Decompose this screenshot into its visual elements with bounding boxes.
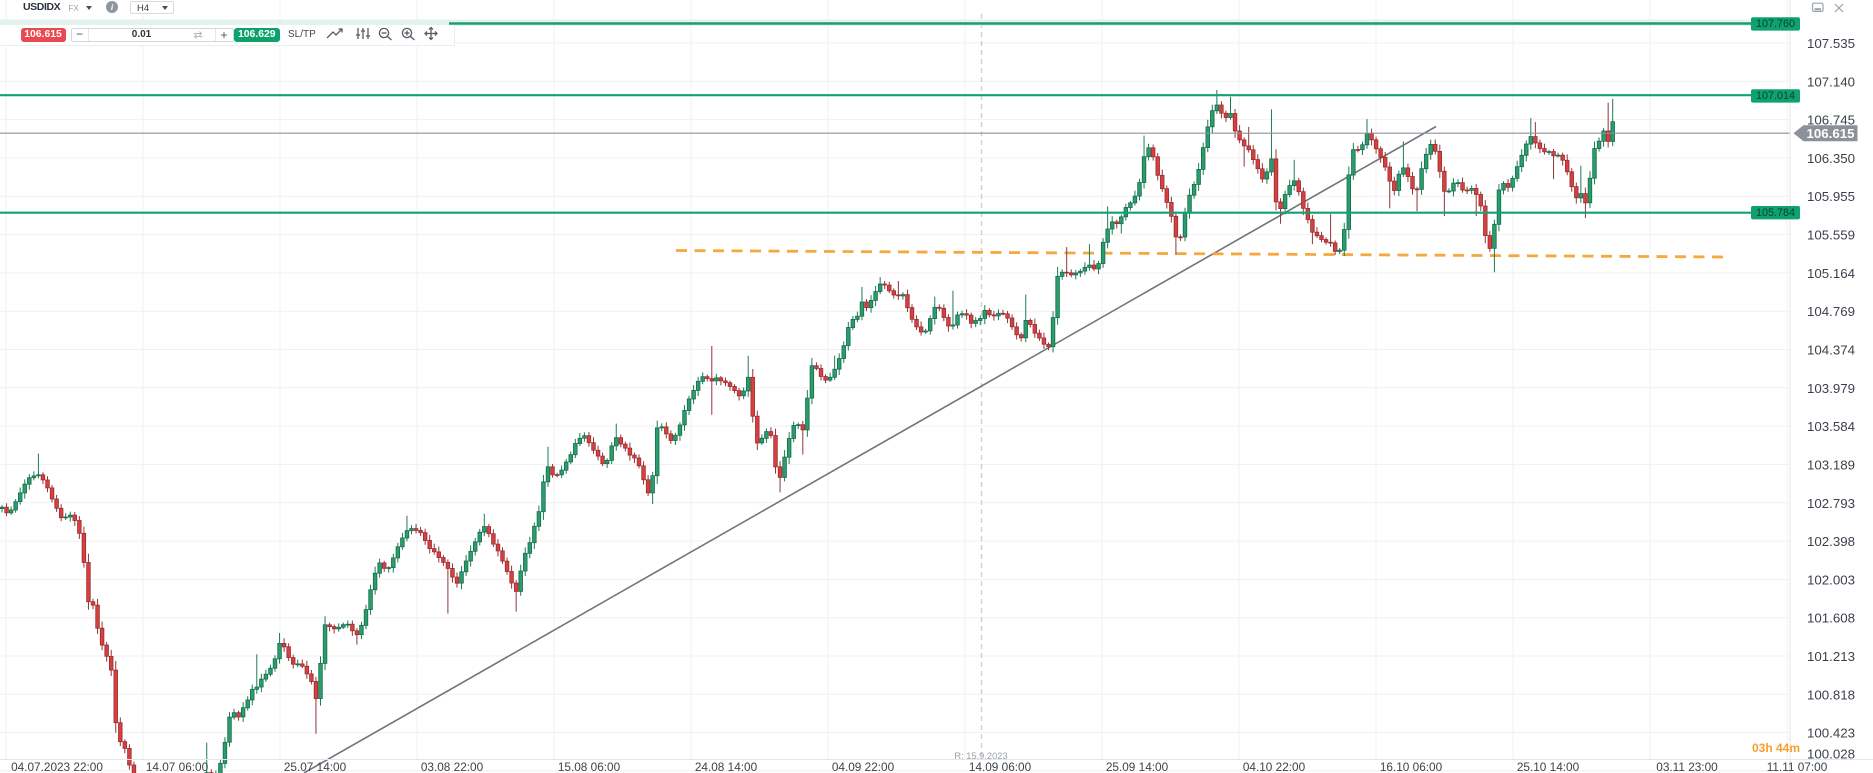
svg-text:11.11 07:00: 11.11 07:00 xyxy=(1767,760,1828,773)
svg-text:105.164: 105.164 xyxy=(1807,266,1855,281)
svg-text:24.08 14:00: 24.08 14:00 xyxy=(695,760,758,773)
svg-text:100.028: 100.028 xyxy=(1807,747,1855,762)
svg-text:14.07 06:00: 14.07 06:00 xyxy=(146,760,209,773)
svg-text:103.584: 103.584 xyxy=(1807,419,1855,434)
svg-text:04.07.2023 22:00: 04.07.2023 22:00 xyxy=(11,760,103,773)
svg-text:106.615: 106.615 xyxy=(1806,126,1855,141)
svg-text:R: 15.9.2023: R: 15.9.2023 xyxy=(954,751,1007,761)
svg-text:16.10 06:00: 16.10 06:00 xyxy=(1380,760,1443,773)
svg-text:25.10 14:00: 25.10 14:00 xyxy=(1517,760,1580,773)
svg-text:15.08 06:00: 15.08 06:00 xyxy=(558,760,621,773)
svg-text:14.09 06:00: 14.09 06:00 xyxy=(969,760,1032,773)
svg-text:25.07 14:00: 25.07 14:00 xyxy=(284,760,347,773)
svg-text:107.014: 107.014 xyxy=(1756,90,1795,102)
svg-text:104.769: 104.769 xyxy=(1807,304,1855,319)
svg-text:25.09 14:00: 25.09 14:00 xyxy=(1106,760,1169,773)
svg-text:105.559: 105.559 xyxy=(1807,228,1855,243)
svg-text:102.398: 102.398 xyxy=(1807,534,1855,549)
svg-text:103.189: 103.189 xyxy=(1807,457,1855,472)
svg-text:107.760: 107.760 xyxy=(1756,18,1795,30)
svg-text:106.350: 106.350 xyxy=(1807,151,1855,166)
svg-text:102.793: 102.793 xyxy=(1807,496,1855,511)
svg-text:100.818: 100.818 xyxy=(1807,687,1855,702)
svg-text:100.423: 100.423 xyxy=(1807,726,1855,741)
svg-text:107.535: 107.535 xyxy=(1807,36,1855,51)
svg-text:03.08 22:00: 03.08 22:00 xyxy=(421,760,484,773)
svg-text:105.784: 105.784 xyxy=(1756,207,1795,219)
svg-text:04.09 22:00: 04.09 22:00 xyxy=(832,760,895,773)
svg-text:03.11 23:00: 03.11 23:00 xyxy=(1656,760,1718,773)
svg-text:04.10 22:00: 04.10 22:00 xyxy=(1243,760,1306,773)
svg-text:101.608: 101.608 xyxy=(1807,611,1855,626)
svg-text:105.955: 105.955 xyxy=(1807,189,1855,204)
svg-text:101.213: 101.213 xyxy=(1807,649,1855,664)
svg-text:102.003: 102.003 xyxy=(1807,572,1855,587)
svg-text:03h 44m: 03h 44m xyxy=(1752,741,1800,755)
svg-text:103.979: 103.979 xyxy=(1807,381,1855,396)
svg-text:104.374: 104.374 xyxy=(1807,343,1855,358)
svg-text:106.745: 106.745 xyxy=(1807,113,1855,128)
svg-text:107.140: 107.140 xyxy=(1807,74,1855,89)
